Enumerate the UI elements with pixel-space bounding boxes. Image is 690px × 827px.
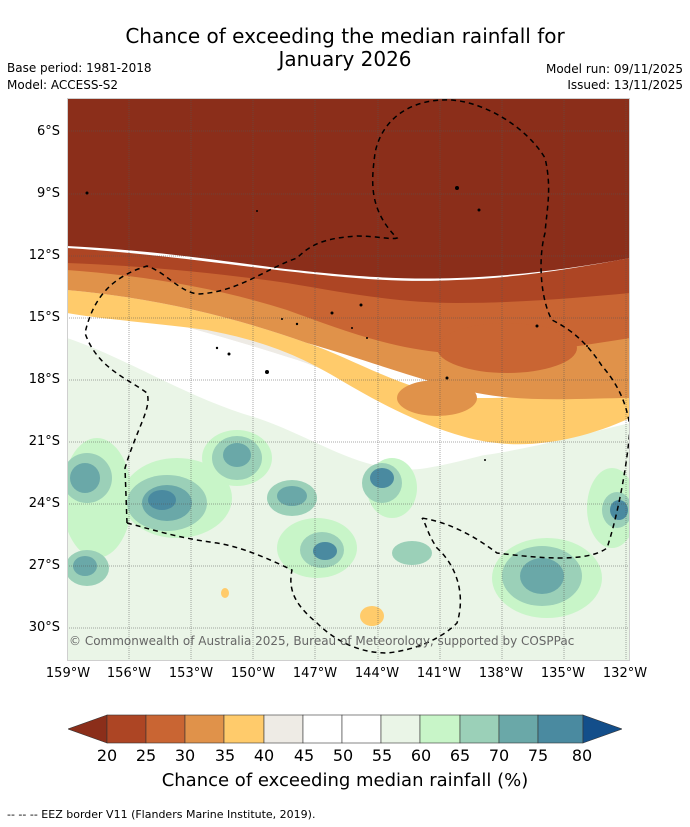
title-line-2: January 2026 (278, 47, 412, 71)
patch-blue-6 (520, 558, 564, 594)
patch-blue-5 (313, 542, 337, 560)
colorbar-swatch-70-75 (498, 714, 539, 744)
colorbar-swatch-35-40 (223, 714, 265, 744)
colorbar-tick-60: 60 (410, 746, 432, 765)
colorbar-tick-35: 35 (214, 746, 236, 765)
colorbar-swatch-50-55 (341, 714, 382, 744)
contour-20 (67, 98, 630, 279)
lon-label-135w: 135°W (540, 666, 586, 681)
colorbar-title: Chance of exceeding median rainfall (%) (161, 770, 529, 791)
colorbar-swatch-60-65 (419, 714, 461, 744)
colorbar-tick-80: 80 (571, 746, 593, 765)
lon-label-138w: 138°W (478, 666, 524, 681)
lon-label-144w: 144°W (354, 666, 400, 681)
patch-yellow-1 (360, 606, 384, 626)
colorbar-upper-extend (582, 714, 622, 744)
colorbar-swatch-25-30 (145, 714, 186, 744)
contour-40 (67, 290, 630, 445)
model-run: Model run: 09/11/2025 (545, 62, 683, 76)
lon-label-141w: 141°W (416, 666, 462, 681)
lon-label-159w: 159°W (45, 666, 91, 681)
lat-label-12s: 12°S (28, 248, 60, 263)
colorbar-tick-25: 25 (135, 746, 157, 765)
lat-label-15s: 15°S (28, 310, 60, 325)
lon-label-153w: 153°W (168, 666, 214, 681)
lat-label-24s: 24°S (28, 496, 60, 511)
patch-blue-10 (370, 468, 394, 488)
colorbar-swatch-75-80 (537, 714, 584, 744)
patch-blue-7 (70, 463, 100, 493)
issued-date: Issued: 13/11/2025 (567, 78, 683, 92)
lon-label-150w: 150°W (230, 666, 276, 681)
colorbar-swatch-55-60 (380, 714, 421, 744)
colorbar-tick-45: 45 (293, 746, 315, 765)
lat-label-9s: 9°S (36, 186, 60, 201)
patch-yellow-2 (221, 588, 229, 598)
colorbar-swatch-65-70 (459, 714, 500, 744)
title-line-1: Chance of exceeding the median rainfall … (125, 24, 565, 48)
base-period: Base period: 1981-2018 (7, 61, 152, 75)
lon-label-156w: 156°W (106, 666, 152, 681)
colorbar-tick-50: 50 (332, 746, 354, 765)
colorbar-tick-40: 40 (253, 746, 275, 765)
colorbar-swatch-30-35 (184, 714, 225, 744)
contour-50 (67, 303, 630, 458)
contour-25 (67, 248, 630, 303)
patch-blue-2 (148, 490, 176, 510)
islands (85, 186, 588, 461)
colorbar-tick-75: 75 (527, 746, 549, 765)
lon-label-147w: 147°W (292, 666, 338, 681)
colorbar-tick-20: 20 (96, 746, 118, 765)
copyright-credit: © Commonwealth of Australia 2025, Bureau… (69, 634, 574, 648)
patch-orange-1 (437, 323, 577, 373)
map-frame (67, 98, 630, 661)
lat-label-21s: 21°S (28, 434, 60, 449)
colorbar-swatch-20-25 (106, 714, 147, 744)
lon-label-132w: 132°W (602, 666, 648, 681)
model-name: Model: ACCESS-S2 (7, 78, 119, 92)
patch-teal-10 (392, 541, 432, 565)
lat-label-27s: 27°S (28, 558, 60, 573)
patch-blue-3 (223, 443, 251, 467)
colorbar-tick-70: 70 (488, 746, 510, 765)
colorbar-tick-30: 30 (174, 746, 196, 765)
lat-label-6s: 6°S (36, 124, 60, 139)
rainfall-map: © Commonwealth of Australia 2025, Bureau… (67, 98, 630, 661)
eez-legend-note: -- -- -- EEZ border V11 (Flanders Marine… (7, 808, 316, 821)
lat-label-30s: 30°S (28, 620, 60, 635)
colorbar-tick-55: 55 (371, 746, 393, 765)
colorbar-swatch-45-50 (302, 714, 343, 744)
contour-60 (67, 338, 630, 661)
patch-orange-2 (397, 380, 477, 416)
patch-blue-4 (277, 486, 307, 506)
colorbar-lower-extend (68, 714, 108, 744)
patch-blue-9 (610, 500, 628, 520)
colorbar-tick-65: 65 (449, 746, 471, 765)
eez-border (84, 99, 630, 654)
colorbar (68, 714, 622, 744)
lat-label-18s: 18°S (28, 372, 60, 387)
colorbar-swatch-40-45 (263, 714, 304, 744)
